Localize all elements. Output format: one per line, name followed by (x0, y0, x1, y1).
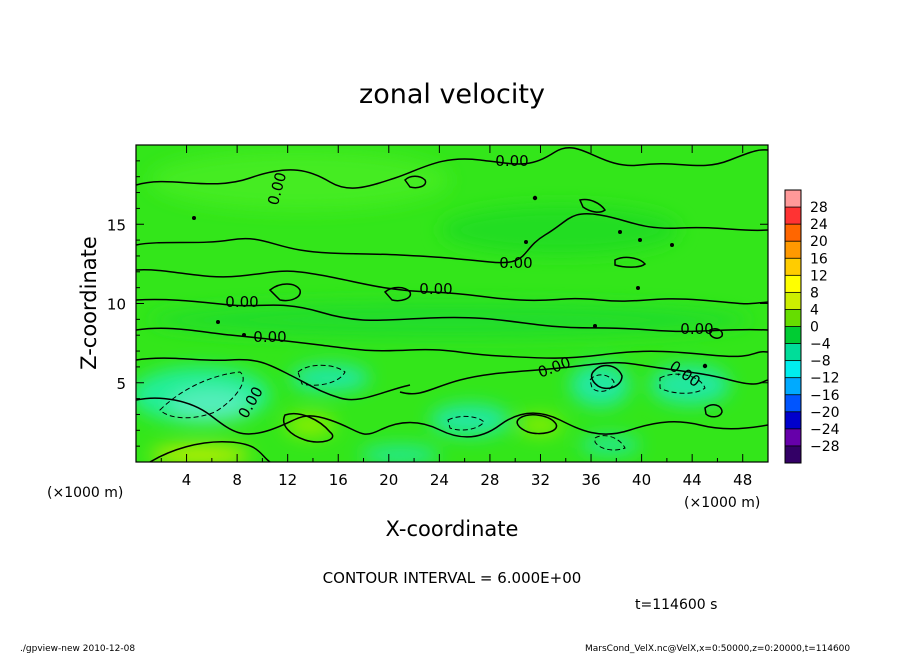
colorbar-label: 12 (810, 268, 828, 284)
y-axis-label: Z-coordinate (77, 236, 101, 370)
colorbar-swatch (785, 326, 801, 345)
y-tick-label: 5 (116, 375, 126, 393)
negative-contours (159, 364, 706, 451)
colorbar-label: −28 (810, 439, 840, 455)
contour-lines (136, 146, 768, 462)
contour-label: 0.00 (680, 320, 713, 338)
colorbar-label: 16 (810, 251, 828, 267)
x-tick-label: 4 (182, 471, 192, 489)
contour-label: 0.00 (419, 280, 452, 298)
x-tick-label: 40 (632, 471, 651, 489)
colorbar-label: −16 (810, 388, 840, 404)
colorbar-swatch (785, 360, 801, 379)
colorbar-swatch (785, 428, 801, 447)
y-axis-ticks: 5 10 15 (107, 160, 768, 447)
footer-left: ./gpview-new 2010-12-08 (20, 644, 135, 654)
contour-label: 0.00 (225, 293, 258, 311)
x-tick-label: 32 (531, 471, 550, 489)
y-tick-label: 15 (107, 216, 126, 234)
x-tick-label: 24 (430, 471, 449, 489)
x-axis-ticks: 4 8 12 16 20 24 28 32 36 40 44 48 (160, 145, 752, 489)
footer-right: MarsCond_VelX.nc@VelX,x=0:50000,z=0:2000… (585, 644, 850, 654)
contour-label: 0.00 (499, 254, 532, 272)
x-tick-label: 44 (683, 471, 702, 489)
colorbar-swatch (785, 207, 801, 225)
x-tick-label: 16 (329, 471, 348, 489)
colorbar-swatch (785, 292, 801, 310)
colorbar-label: −8 (810, 354, 831, 370)
colorbar-swatch (785, 377, 801, 396)
chart-title: zonal velocity (359, 79, 545, 110)
contour-label: 0.00 (495, 152, 528, 170)
x-tick-label: 20 (379, 471, 398, 489)
x-tick-label: 28 (480, 471, 499, 489)
plot-area: 0.00 0.00 0.00 0.00 0.00 0.00 0.00 0.00 … (135, 144, 769, 463)
colorbar-swatch (785, 343, 801, 362)
colorbar-swatch (785, 241, 801, 259)
colorbar-label: −24 (810, 422, 840, 438)
colorbar-label: 4 (810, 302, 819, 318)
colorbar-swatch (785, 309, 801, 327)
colorbar-label: 24 (810, 217, 828, 233)
colorbar-swatch (785, 445, 801, 464)
colorbar-label: 0 (810, 320, 819, 336)
colorbar-swatch (785, 394, 801, 413)
colorbar-swatch (785, 190, 801, 208)
x-unit-label: (×1000 m) (684, 495, 760, 511)
x-tick-label: 8 (232, 471, 242, 489)
colorbar-label: 8 (810, 285, 819, 301)
colorbar-swatch (785, 224, 801, 242)
contour-interval-text: CONTOUR INTERVAL = 6.000E+00 (323, 569, 582, 587)
x-tick-label: 48 (733, 471, 752, 489)
colorbar-label: −20 (810, 405, 840, 421)
colorbar-label: −4 (810, 337, 831, 353)
x-axis-label: X-coordinate (386, 517, 519, 541)
colorbar-swatch (785, 258, 801, 276)
colorbar-swatch (785, 411, 801, 430)
colorbar-swatch (785, 275, 801, 293)
x-tick-label: 36 (581, 471, 600, 489)
small-contour-blobs (192, 195, 708, 369)
contour-label: 0.00 (253, 328, 286, 346)
y-unit-label: (×1000 m) (47, 485, 123, 501)
x-tick-label: 12 (278, 471, 297, 489)
time-label: t=114600 s (635, 597, 717, 613)
colorbar-label: −12 (810, 371, 840, 387)
colorbar-label: 28 (810, 200, 828, 216)
y-tick-label: 10 (107, 296, 126, 314)
colorbar-label: 20 (810, 234, 828, 250)
